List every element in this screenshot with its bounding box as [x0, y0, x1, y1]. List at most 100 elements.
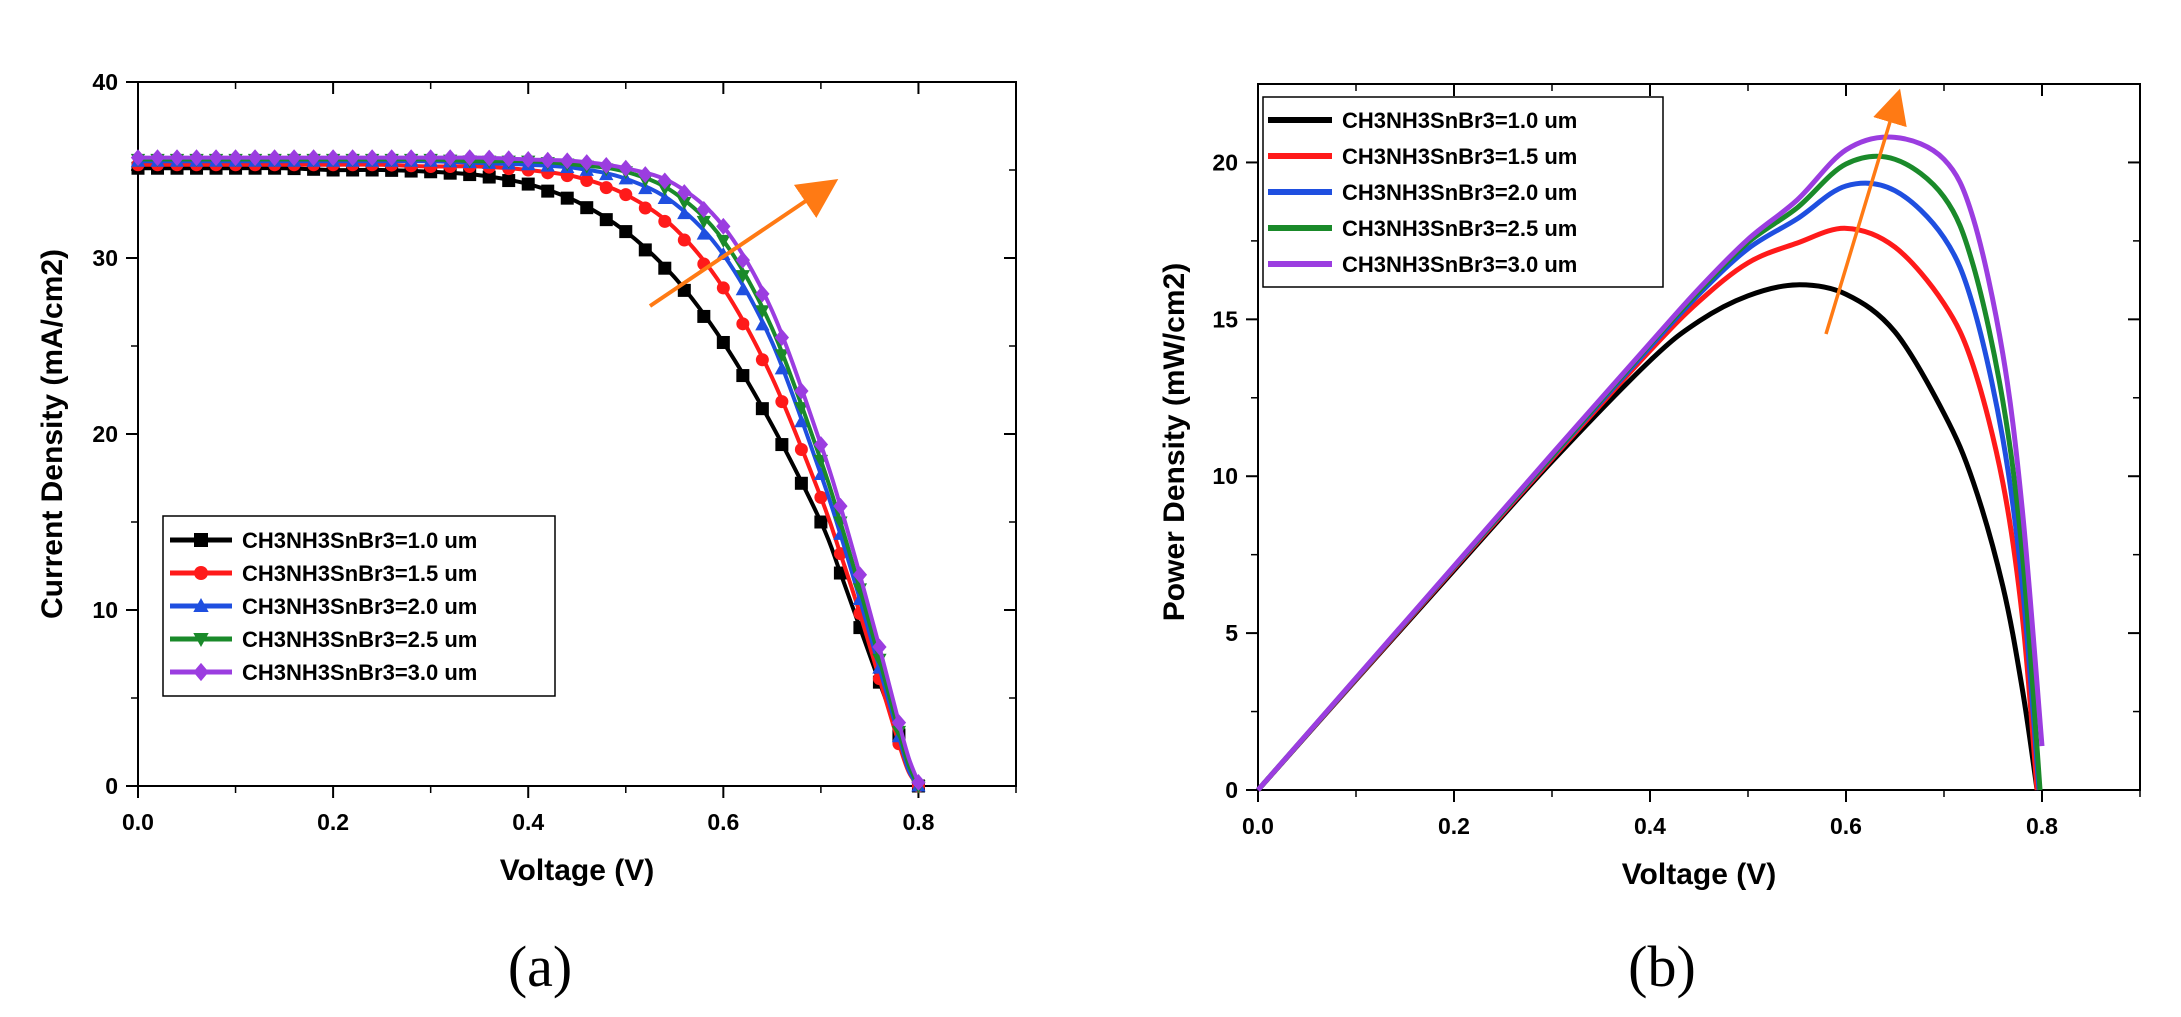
plot-a-series-2-point: [794, 442, 808, 456]
plot-a-series-5-point: [325, 149, 341, 167]
plot-a-series-5-point: [521, 150, 536, 168]
plot-a-series-3-point: [735, 282, 750, 296]
plot-a-legend-marker-2: [194, 566, 208, 580]
plot-a-series-1-point: [736, 369, 750, 383]
plot-b-ytick-label: 5: [1225, 620, 1238, 646]
plot-a-series-1-point: [521, 177, 535, 191]
plot-a-trend-arrow: [648, 179, 839, 308]
plot-a-series-5-point: [638, 166, 653, 184]
plot-a-series-3-point: [755, 317, 770, 331]
plot-a-series-2-point: [755, 353, 769, 367]
plot-a-series-2-point: [638, 201, 652, 215]
plot-b-xtick-label: 0.0: [1242, 813, 1274, 839]
panel-a-current-density-chart: 0.0 0.2 0.4 0.6 0.8 0 10 20 30 40 Voltage (V) Cur…: [36, 69, 1017, 999]
plot-a-series-5-point: [130, 149, 146, 167]
plot-a-series-5-point: [306, 149, 321, 167]
plot-b-series-line-5: [1256, 134, 2045, 792]
plot-a-series-1-point: [697, 309, 711, 323]
plot-a-legend-marker-3: [193, 597, 209, 612]
plot-a-series-1-point: [658, 261, 672, 275]
plot-a-series-5-point: [579, 154, 594, 172]
plot-a-legend-label-5: CH3NH3SnBr3=3.0 um: [242, 660, 477, 685]
plot-a-series-2-point: [775, 395, 789, 409]
plot-a-legend-label-2: CH3NH3SnBr3=1.5 um: [242, 561, 477, 586]
plot-a-series-5-point: [286, 149, 302, 167]
plot-b-ytick-label: 10: [1212, 463, 1238, 489]
plot-a-series-5-point: [657, 172, 672, 190]
plot-a-series-5-point: [189, 149, 204, 167]
plot-a-series-5-point: [247, 149, 263, 167]
plot-a-series-5-point: [755, 285, 770, 303]
plot-a-xtick-label: 0.2: [317, 809, 349, 835]
plot-a-series-5-point: [345, 149, 360, 167]
plot-a-ytick-label: 40: [92, 69, 118, 95]
plot-a-series-5-point: [560, 152, 575, 170]
plot-a-series-5-point: [404, 149, 419, 167]
plot-a-series-1-point: [560, 191, 574, 205]
plot-a-series-4-point: [696, 215, 711, 229]
plot-a-series-5-point: [599, 156, 614, 174]
plot-a-series-3-point: [657, 191, 672, 205]
plot-a-series-5-point: [169, 149, 185, 167]
plot-a-series-4-point: [794, 402, 809, 416]
plot-a-ytick-label: 0: [105, 773, 118, 799]
plot-a-xtick-label: 0.8: [902, 809, 934, 835]
plot-b-series: [1256, 134, 2045, 792]
plot-a-series-1-point: [580, 201, 594, 215]
plot-a-series-4-point: [755, 305, 770, 319]
plot-a-series-1-point: [619, 225, 633, 239]
plot-a-series-4-point: [774, 349, 790, 363]
plot-b-ticks: 0.0 0.2 0.4 0.6 0.8 0 5 10 15 20: [1212, 84, 2141, 839]
plot-a-series-5-point: [267, 149, 282, 167]
panel-b-label: (b): [1628, 934, 1696, 999]
plot-a-series-1-point: [541, 184, 555, 198]
plot-b-ytick-label: 15: [1212, 306, 1238, 332]
plot-a-series-1-point: [833, 566, 847, 580]
plot-a-series-5-point: [384, 149, 399, 167]
plot-a-series-5-point: [696, 200, 711, 218]
plot-a-series-5-point: [677, 184, 692, 201]
plot-b-xlabel: Voltage (V): [1622, 858, 1776, 891]
plot-a-series-2-point: [716, 281, 730, 295]
plot-a-series-3-point: [677, 206, 692, 220]
plot-a-series-2-point: [599, 181, 613, 195]
plot-a-legend-marker-5: [193, 662, 209, 682]
plot-a-series-4-point: [677, 196, 692, 210]
plot-a-legend-marker-1: [194, 533, 208, 547]
plot-a-series-1-point: [755, 402, 769, 416]
plot-a-series-1-point: [794, 476, 808, 490]
plot-b-xtick-label: 0.6: [1830, 813, 1862, 839]
panel-b-power-density-chart: 0.0 0.2 0.4 0.6 0.8 0 5 10 15 20 Voltage (V) Powe…: [1158, 83, 2141, 999]
plot-b-legend-label-3: CH3NH3SnBr3=2.0 um: [1342, 180, 1577, 205]
plot-a-ytick-label: 10: [92, 597, 118, 623]
plot-a-ytick-label: 30: [92, 245, 118, 271]
plot-b-xtick-label: 0.8: [2026, 813, 2058, 839]
plot-b-legend-label-2: CH3NH3SnBr3=1.5 um: [1342, 144, 1577, 169]
plot-b-series-line-1: [1256, 282, 2040, 792]
plot-a-series-2-point: [619, 188, 633, 202]
plot-b-legend-label-1: CH3NH3SnBr3=1.0 um: [1342, 108, 1577, 133]
plot-a-series-5-point: [833, 497, 848, 515]
plot-a-series-5-point: [813, 436, 829, 454]
plot-a-legend-label-1: CH3NH3SnBr3=1.0 um: [242, 528, 477, 553]
plot-a-series-3-point: [774, 361, 790, 375]
plot-b-series-line-2: [1256, 225, 2040, 792]
plot-b-legend-label-4: CH3NH3SnBr3=2.5 um: [1342, 216, 1577, 241]
plot-a-series-1-point: [814, 515, 828, 529]
plot-a-series-5-point: [716, 217, 731, 235]
plot-a-series-1-point: [482, 170, 496, 184]
plot-a-series-5-point: [443, 149, 458, 167]
plot-a-series-5-point: [482, 149, 497, 167]
plot-a-series-2-point: [814, 490, 828, 504]
plot-a-series-3-point: [696, 226, 711, 240]
plot-a-series-2-point: [658, 214, 672, 228]
plot-a-series-5-point: [423, 149, 438, 167]
plot-a-series: [130, 149, 926, 794]
plot-a-series-5-point: [462, 149, 477, 167]
plot-a-ticks: 0.0 0.2 0.4 0.6 0.8 0 10 20 30 40: [92, 69, 1017, 835]
plot-a-series-1-point: [638, 243, 652, 257]
plot-a-series-5-point: [228, 149, 243, 167]
plot-a-series-1-point: [775, 438, 789, 452]
plot-a-series-5-point: [150, 149, 165, 167]
